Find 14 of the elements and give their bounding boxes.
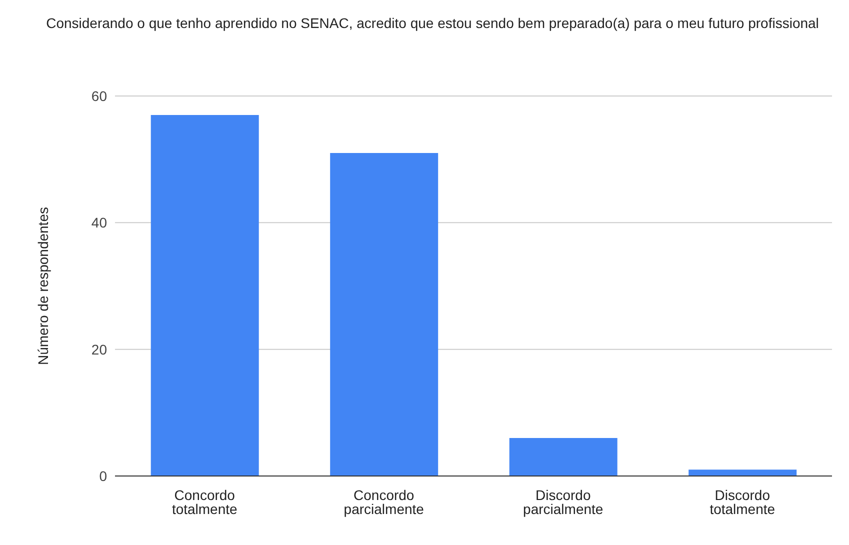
y-axis-title: Número de respondentes [34,207,51,365]
x-tick-label: Concordo totalmente [172,486,238,517]
y-tick-label: 0 [99,468,108,484]
bar [330,153,438,476]
x-tick-label: Concordo parcialmente [344,486,424,517]
bar [150,115,259,476]
y-tick-label: 20 [91,341,108,358]
y-tick-label: 40 [91,214,108,231]
bar [509,438,618,476]
x-tick-label: Discordo parcialmente [523,486,604,517]
y-tick-label: 60 [91,88,108,104]
chart-title: Considerando o que tenho aprendido no SENAC, acredito que estou sendo bem preparado(a) para o meu futuro profissional [45,15,820,31]
x-tick-label: Discordo totalmente [710,486,776,517]
bar [688,470,797,476]
